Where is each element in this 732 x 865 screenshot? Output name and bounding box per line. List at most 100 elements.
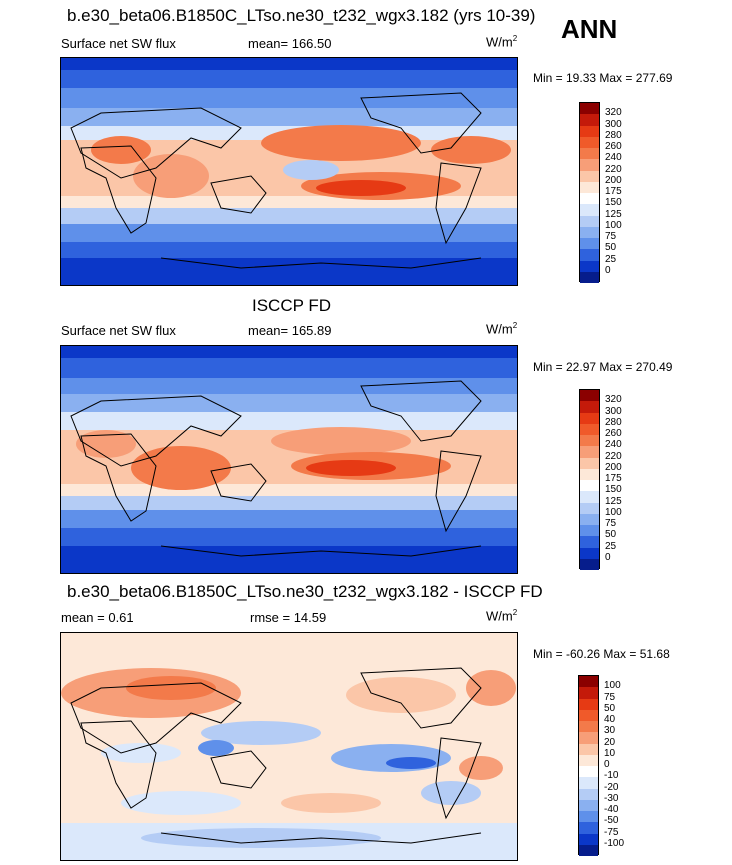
colorbar-segment — [579, 743, 598, 755]
panel-1-units: W/m2 — [486, 34, 518, 50]
colorbar-segment — [580, 238, 599, 250]
colorbar-tick-label: 260 — [605, 428, 622, 439]
panel-1-title: b.e30_beta06.B1850C_LTso.ne30_t232_wgx3.… — [67, 6, 536, 25]
panel-2-mean-label: mean= 165.89 — [248, 323, 332, 338]
panel-3-mean-label: mean = 0.61 — [61, 610, 134, 625]
panel-2-map-svg — [61, 346, 517, 573]
colorbar-tick-label: 75 — [605, 518, 617, 529]
colorbar-tick-label: 200 — [605, 174, 622, 186]
panel-2-units: W/m2 — [486, 321, 518, 337]
colorbar-tick-label: 0 — [605, 551, 611, 563]
colorbar-tick-label: 320 — [605, 394, 622, 406]
colorbar-segment — [580, 536, 599, 548]
panel-2-minmax: Min = 22.97 Max = 270.49 — [533, 360, 673, 374]
panel-1-map — [60, 57, 518, 286]
colorbar-tick-label: 25 — [605, 540, 617, 552]
panel-3-colorbar-box — [578, 675, 599, 856]
panel-1-colorbar-box — [579, 102, 600, 283]
colorbar-segment — [580, 148, 599, 160]
colorbar-tick-label: -30 — [604, 792, 619, 804]
colorbar-segment — [580, 558, 599, 570]
colorbar-tick-label: 25 — [605, 253, 617, 265]
colorbar-segment — [579, 844, 598, 856]
colorbar-segment — [579, 788, 598, 800]
colorbar-tick-label: 20 — [604, 736, 616, 748]
colorbar-tick-label: 300 — [605, 405, 622, 417]
panel-1-variable-label: Surface net SW flux — [61, 36, 176, 51]
colorbar-segment — [579, 732, 598, 744]
colorbar-segment — [580, 136, 599, 148]
colorbar-tick-label: -40 — [604, 804, 619, 815]
colorbar-segment — [579, 687, 598, 699]
panel-2-colorbar: 320 300 280 260 240 220 200 175 150 125 100 75 50 25 0 — [579, 389, 622, 570]
colorbar-tick-label: -100 — [604, 837, 625, 849]
colorbar-segment — [580, 423, 599, 435]
colorbar-tick-label: 75 — [604, 691, 616, 703]
colorbar-tick-label: 50 — [604, 702, 616, 714]
colorbar-tick-label: 125 — [605, 208, 622, 220]
colorbar-segment — [579, 777, 598, 789]
colorbar-segment — [580, 271, 599, 283]
panel-1-colorbar: 320 300 280 260 240 220 200 175 150 125 100 75 50 25 0 — [579, 102, 622, 283]
colorbar-tick-label: 220 — [605, 450, 622, 462]
colorbar-tick-label: 150 — [605, 197, 622, 209]
colorbar-tick-label: 100 — [605, 219, 622, 231]
colorbar-tick-label: 200 — [605, 461, 622, 473]
colorbar-tick-label: -50 — [604, 815, 619, 827]
colorbar-segment — [579, 766, 598, 778]
colorbar-segment — [580, 412, 599, 424]
colorbar-segment — [580, 513, 599, 525]
colorbar-tick-label: 320 — [605, 107, 622, 119]
panel-3-rmse-label: rmse = 14.59 — [250, 610, 327, 625]
colorbar-segment — [580, 390, 599, 402]
colorbar-segment — [579, 811, 598, 823]
colorbar-tick-label: 175 — [605, 186, 622, 197]
colorbar-tick-label: -75 — [604, 826, 619, 838]
colorbar-segment — [580, 125, 599, 137]
colorbar-tick-label: 40 — [604, 714, 616, 725]
colorbar-segment — [579, 754, 598, 766]
colorbar-tick-label: -10 — [604, 770, 619, 782]
colorbar-segment — [579, 799, 598, 811]
colorbar-segment — [580, 226, 599, 238]
colorbar-tick-label: 100 — [605, 506, 622, 518]
colorbar-segment — [579, 721, 598, 733]
panel-3-map-svg — [61, 633, 517, 860]
colorbar-segment — [580, 480, 599, 492]
colorbar-tick-label: 0 — [605, 264, 611, 276]
colorbar-segment — [580, 547, 599, 559]
colorbar-tick-label: 0 — [604, 759, 610, 770]
colorbar-segment — [580, 446, 599, 458]
panel-3-colorbar: 100 75 50 40 30 20 10 0 -10 -20 -30 -40 -50 -75 -100 — [578, 675, 624, 856]
panel-2-map — [60, 345, 518, 574]
colorbar-tick-label: 220 — [605, 163, 622, 175]
colorbar-tick-label: 50 — [605, 529, 617, 541]
colorbar-tick-label: 50 — [605, 242, 617, 254]
panel-1-map-svg — [61, 58, 517, 285]
colorbar-tick-label: 300 — [605, 118, 622, 130]
colorbar-segment — [579, 709, 598, 721]
panel-3-units: W/m2 — [486, 608, 518, 624]
colorbar-tick-label: 260 — [605, 141, 622, 152]
panel-2-title: ISCCP FD — [252, 296, 332, 315]
colorbar-segment — [580, 170, 599, 182]
colorbar-segment — [580, 491, 599, 503]
colorbar-segment — [579, 698, 598, 710]
colorbar-segment — [580, 457, 599, 469]
colorbar-tick-label: 75 — [605, 231, 617, 242]
colorbar-segment — [580, 260, 599, 272]
panel-2-variable-label: Surface net SW flux — [61, 323, 176, 338]
colorbar-segment — [579, 833, 598, 845]
colorbar-tick-label: 125 — [605, 495, 622, 507]
colorbar-segment — [580, 401, 599, 413]
colorbar-segment — [580, 181, 599, 193]
panel-3-map — [60, 632, 518, 861]
colorbar-tick-label: 240 — [605, 439, 622, 451]
panel-2-colorbar-box — [579, 389, 600, 570]
colorbar-tick-label: 280 — [605, 129, 622, 141]
colorbar-tick-label: 175 — [605, 473, 622, 484]
colorbar-segment — [580, 193, 599, 205]
colorbar-segment — [580, 468, 599, 480]
colorbar-segment — [580, 103, 599, 115]
colorbar-tick-label: 240 — [605, 152, 622, 164]
